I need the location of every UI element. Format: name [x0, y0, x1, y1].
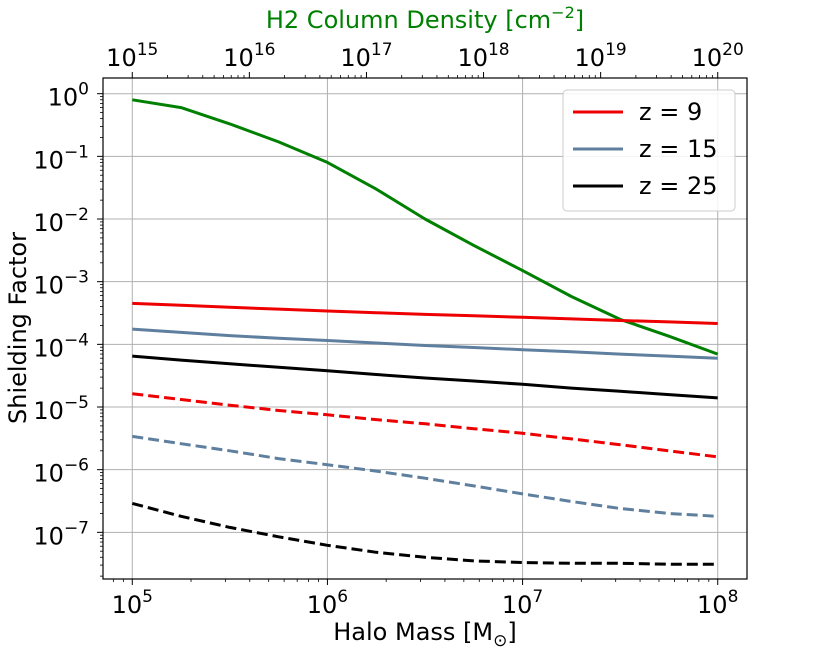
axes: 105 106 107 108 100 10−1 10−2 10−3 10−4 10−5 10−6 1…: [33, 40, 743, 619]
legend-box: [562, 89, 736, 212]
y-tick-label: 10−7: [33, 518, 89, 550]
legend-label: z = 9: [639, 98, 702, 126]
top-tick-label: 1019: [575, 40, 627, 72]
plot-frame: [102, 77, 748, 580]
top-tick-label: 1015: [106, 40, 158, 72]
y-axis-label: Shielding Factor: [4, 232, 32, 424]
series-line-z-9-dashed: [132, 392, 718, 459]
y-tick-label: 100: [48, 80, 89, 112]
top-tick-label: 1020: [692, 40, 744, 72]
legend-label: z = 25: [639, 172, 718, 200]
series-line-z-15: [132, 327, 718, 360]
x-tick-label: 108: [697, 587, 738, 619]
top-axis-label: H2 Column Density [cm−2]: [266, 3, 584, 34]
series-line-z-15-dashed: [132, 434, 718, 518]
x-tick-label: 106: [307, 587, 348, 619]
series-line-z-25-dashed: [131, 501, 718, 566]
y-tick-label: 10−4: [33, 330, 89, 362]
x-tick-label: 107: [502, 587, 543, 619]
legend-label: z = 15: [639, 135, 718, 163]
y-tick-label: 10−1: [33, 142, 89, 174]
y-tick-label: 10−3: [33, 268, 89, 300]
series-line-z-25: [132, 354, 718, 400]
top-tick-label: 1018: [457, 40, 509, 72]
legend: z = 9 z = 15 z = 25: [562, 89, 736, 212]
plot-series: [131, 98, 719, 566]
y-tick-label: 10−6: [33, 456, 89, 488]
x-axis-label: Halo Mass [M⊙]: [333, 618, 516, 651]
y-tick-label: 10−5: [33, 393, 89, 425]
top-tick-label: 1017: [340, 40, 392, 72]
series-line-z-9: [132, 301, 718, 325]
y-tick-label: 10−2: [33, 205, 89, 237]
top-tick-label: 1016: [223, 40, 275, 72]
x-tick-label: 105: [112, 587, 153, 619]
